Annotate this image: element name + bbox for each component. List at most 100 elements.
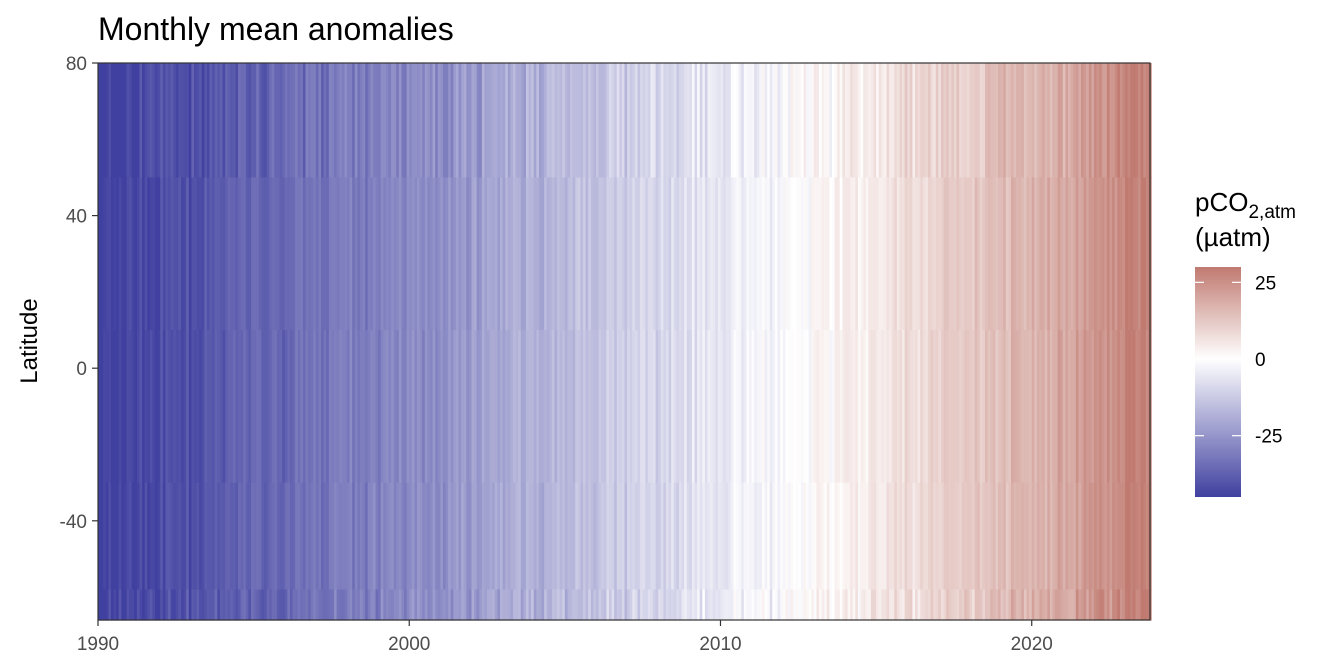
heatmap-cell: [948, 63, 952, 179]
heatmap-cell: [953, 177, 958, 331]
heatmap-cell: [525, 177, 530, 331]
heatmap-cell: [564, 63, 569, 179]
heatmap-cell: [341, 63, 345, 179]
heatmap-cell: [155, 63, 159, 179]
heatmap-cell: [580, 589, 584, 621]
heatmap-cell: [593, 330, 597, 484]
heatmap-cell: [863, 589, 867, 621]
heatmap-cell: [113, 589, 117, 621]
heatmap-cell: [248, 330, 252, 484]
heatmap-cell: [793, 177, 797, 331]
heatmap-cell: [876, 482, 880, 591]
heatmap-cell: [121, 330, 125, 484]
heatmap-cell: [230, 482, 234, 591]
heatmap-cell: [972, 589, 976, 621]
heatmap-cell: [1018, 63, 1022, 179]
heatmap-cell: [235, 63, 239, 179]
heatmap-cell: [300, 330, 304, 484]
heatmap-cell: [922, 177, 926, 331]
heatmap-cell: [751, 482, 755, 591]
heatmap-cell: [396, 482, 400, 591]
heatmap-cell: [951, 589, 955, 621]
heatmap-cell: [1073, 589, 1077, 621]
heatmap-cell: [681, 63, 685, 179]
heatmap-cell: [245, 177, 250, 331]
heatmap-cell: [191, 63, 195, 179]
heatmap-cell: [188, 63, 192, 179]
heatmap-cell: [463, 482, 467, 591]
heatmap-cell: [780, 589, 784, 621]
heatmap-cell: [793, 589, 797, 621]
heatmap-cell: [886, 177, 890, 331]
heatmap-cell: [313, 330, 317, 484]
heatmap-cell: [98, 482, 102, 591]
heatmap-cell: [611, 589, 615, 621]
heatmap-cell: [938, 482, 942, 591]
heatmap-cell: [632, 589, 636, 621]
heatmap-cell: [1088, 482, 1092, 591]
heatmap-cell: [336, 63, 340, 179]
heatmap-cell: [751, 177, 755, 331]
heatmap-cell: [691, 177, 696, 331]
heatmap-cell: [487, 177, 491, 331]
heatmap-cell: [500, 589, 504, 621]
heatmap-cell: [282, 589, 286, 621]
heatmap-cell: [315, 589, 320, 621]
heatmap-cell: [518, 63, 522, 179]
heatmap-cell: [424, 177, 428, 331]
heatmap-cell: [663, 63, 667, 179]
heatmap-cell: [987, 63, 991, 179]
heatmap-cell: [188, 177, 192, 331]
heatmap-cell: [660, 482, 665, 591]
heatmap-cell: [1119, 482, 1124, 591]
heatmap-cell: [476, 589, 480, 621]
heatmap-cell: [344, 482, 348, 591]
heatmap-cell: [455, 589, 460, 621]
heatmap-cell: [238, 330, 242, 484]
heatmap-cell: [157, 63, 161, 179]
heatmap-cell: [629, 177, 633, 331]
heatmap-cell: [359, 482, 364, 591]
heatmap-cell: [188, 482, 192, 591]
heatmap-cell: [798, 330, 802, 484]
heatmap-cell: [245, 330, 250, 484]
heatmap-cell: [448, 63, 452, 179]
heatmap-cell: [627, 177, 631, 331]
heatmap-cell: [787, 63, 792, 179]
heatmap-cell: [186, 177, 190, 331]
heatmap-cell: [629, 589, 633, 621]
heatmap-cell: [1093, 589, 1098, 621]
heatmap-cell: [235, 177, 239, 331]
heatmap-cell: [487, 482, 491, 591]
heatmap-cell: [627, 482, 631, 591]
heatmap-cell: [165, 177, 169, 331]
heatmap-cell: [507, 330, 511, 484]
heatmap-cell: [1052, 330, 1056, 484]
heatmap-cell: [790, 589, 794, 621]
heatmap-cell: [1135, 177, 1139, 331]
heatmap-cell: [1083, 63, 1087, 179]
heatmap-cell: [1049, 589, 1054, 621]
heatmap-cell: [520, 330, 524, 484]
heatmap-cell: [966, 177, 971, 331]
heatmap-cell: [1132, 482, 1137, 591]
heatmap-cell: [474, 63, 478, 179]
heatmap-cell: [564, 482, 569, 591]
heatmap-cell: [826, 330, 831, 484]
heatmap-cell: [279, 589, 283, 621]
heatmap-cell: [183, 63, 187, 179]
heatmap-cell: [819, 63, 823, 179]
heatmap-cell: [738, 589, 742, 621]
heatmap-cell: [1083, 177, 1087, 331]
heatmap-cell: [380, 177, 384, 331]
heatmap-cell: [904, 589, 908, 621]
heatmap-cell: [749, 330, 753, 484]
heatmap-cell: [1117, 177, 1121, 331]
heatmap-cell: [663, 589, 667, 621]
heatmap-cell: [557, 177, 561, 331]
heatmap-cell: [357, 589, 361, 621]
heatmap-cell: [891, 330, 895, 484]
heatmap-cell: [1127, 330, 1131, 484]
heatmap-cell: [1016, 63, 1020, 179]
heatmap-cell: [730, 482, 735, 591]
